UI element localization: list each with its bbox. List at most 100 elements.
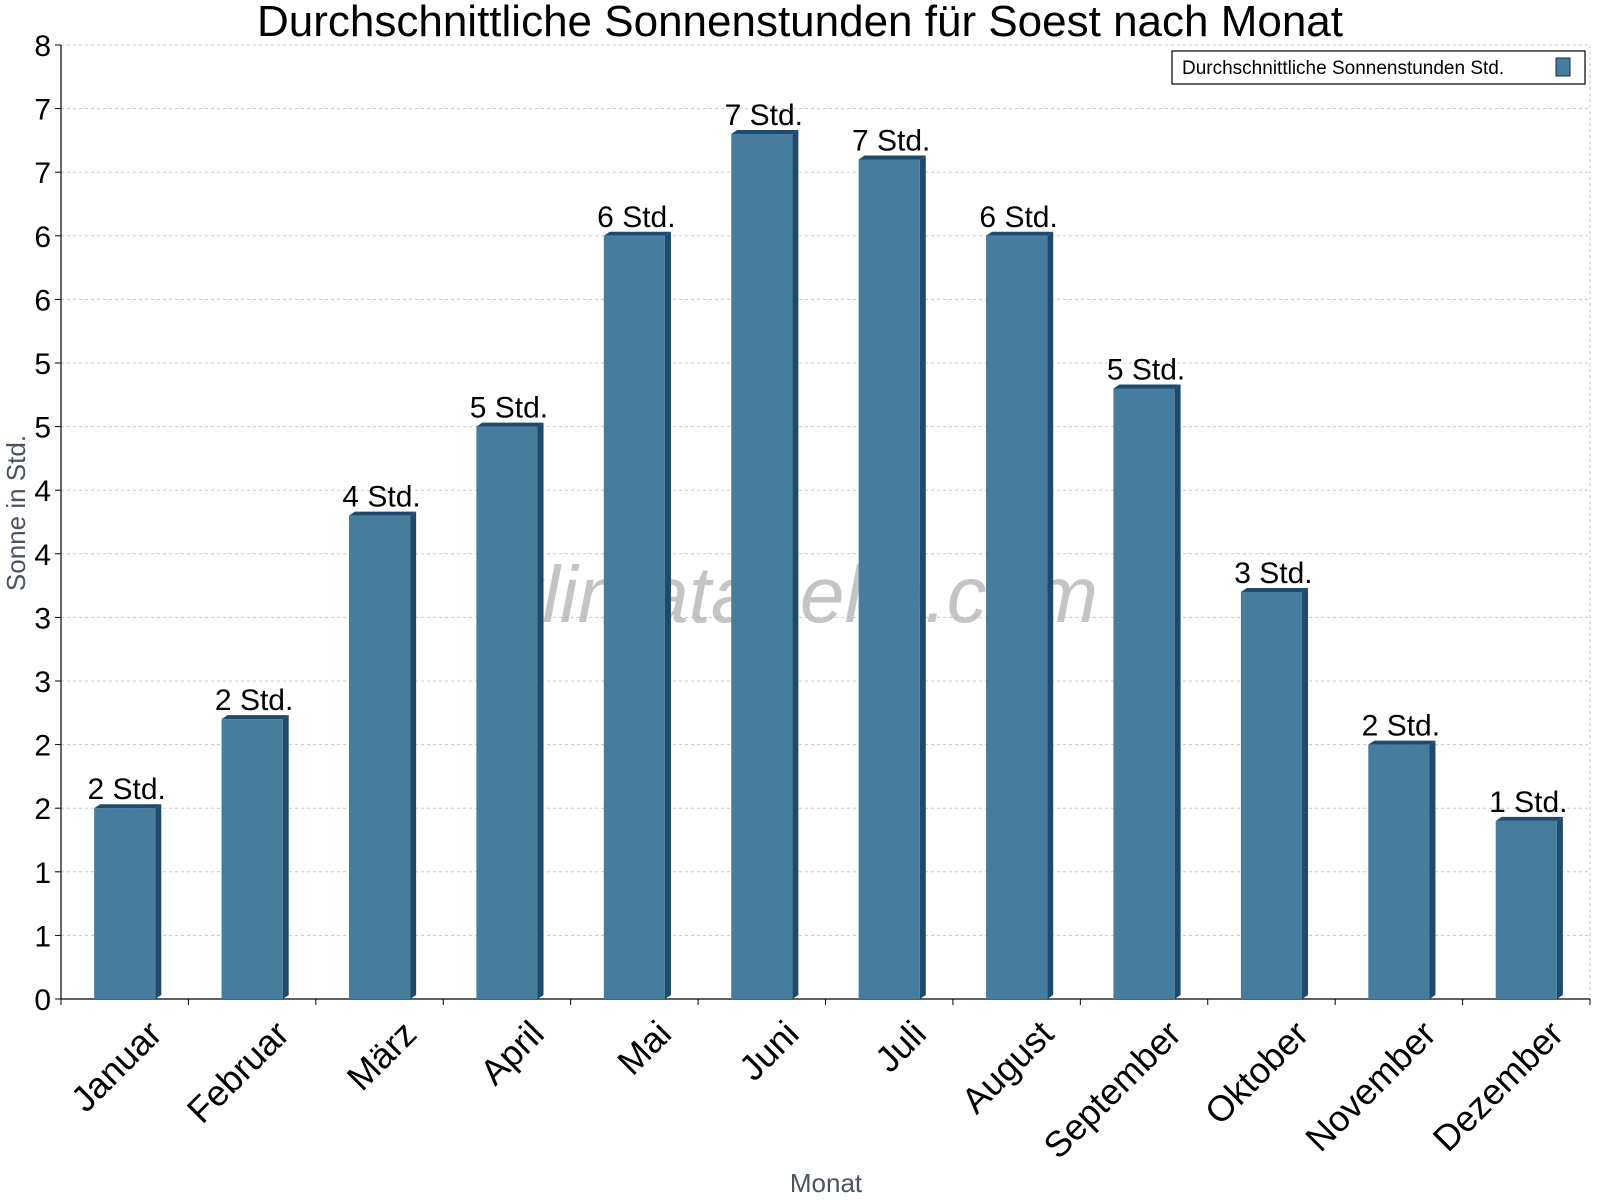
bar-front xyxy=(603,235,665,1000)
bar-side xyxy=(919,155,926,1000)
bar-side xyxy=(155,804,162,999)
bar-front xyxy=(94,808,156,999)
grid xyxy=(61,44,1591,999)
data-label: 2 Std. xyxy=(215,684,293,717)
bar-top xyxy=(1368,740,1436,745)
y-tick-label: 0 xyxy=(34,984,51,1017)
bar-front xyxy=(221,719,283,999)
y-tick-label: 7 xyxy=(34,94,51,127)
bar-front xyxy=(1495,820,1557,999)
bar-side xyxy=(1556,816,1563,999)
x-tick-label: Oktober xyxy=(1197,1013,1317,1133)
data-label: 6 Std. xyxy=(597,201,675,234)
x-tick-label: August xyxy=(953,1013,1061,1121)
bar-side xyxy=(792,130,799,1000)
bar-dezember: 1 Std. xyxy=(1489,786,1567,999)
x-axis-label: Monat xyxy=(790,1168,863,1198)
y-tick-label: 3 xyxy=(34,602,51,635)
data-label: 6 Std. xyxy=(979,201,1057,234)
bar-februar: 2 Std. xyxy=(215,684,293,999)
bar-juli: 7 Std. xyxy=(852,124,930,1000)
bar-top xyxy=(1240,587,1309,592)
y-tick-label: 4 xyxy=(34,539,51,572)
bar-front xyxy=(1113,388,1175,999)
x-tick-label: Januar xyxy=(63,1013,170,1120)
bar-top xyxy=(348,511,417,516)
bar-august: 6 Std. xyxy=(979,201,1058,1000)
x-tick-label: März xyxy=(339,1013,425,1099)
bar-top xyxy=(1495,816,1563,821)
bar-front xyxy=(731,134,793,1000)
y-tick-label: 2 xyxy=(34,730,51,763)
x-tick-label: April xyxy=(472,1013,552,1093)
bar-top xyxy=(476,422,544,427)
x-tick-label: November xyxy=(1297,1013,1443,1159)
bar-top xyxy=(94,804,162,809)
y-tick-label: 1 xyxy=(34,920,51,953)
data-label: 5 Std. xyxy=(470,392,548,425)
data-label: 2 Std. xyxy=(88,773,166,806)
bar-side xyxy=(1174,384,1181,999)
y-tick-label: 6 xyxy=(34,284,51,317)
y-tick-label: 3 xyxy=(34,666,51,699)
bar-top xyxy=(986,231,1054,236)
y-tick-label: 6 xyxy=(34,221,51,254)
bar-front xyxy=(1368,744,1430,999)
x-tick-label: Februar xyxy=(179,1013,297,1131)
y-tick-label: 5 xyxy=(34,348,51,381)
bar-side xyxy=(1302,587,1309,999)
data-label: 2 Std. xyxy=(1362,710,1440,743)
data-label: 7 Std. xyxy=(852,124,930,157)
y-tick-label: 8 xyxy=(34,30,51,63)
legend-swatch xyxy=(1555,57,1571,77)
y-tick-label: 4 xyxy=(34,475,51,508)
x-tick-label: Juli xyxy=(867,1013,934,1080)
bar-mai: 6 Std. xyxy=(597,201,676,1000)
bar-märz: 4 Std. xyxy=(342,481,421,999)
bar-front xyxy=(858,159,920,1000)
bar-april: 5 Std. xyxy=(470,392,548,1000)
bar-front xyxy=(348,515,411,999)
data-label: 1 Std. xyxy=(1489,786,1567,819)
bar-side xyxy=(1429,740,1436,999)
bar-side xyxy=(537,422,544,1000)
bar-front xyxy=(476,426,538,1000)
bar-side xyxy=(1047,231,1054,1000)
data-label: 5 Std. xyxy=(1107,353,1185,386)
y-tick-label: 1 xyxy=(34,857,51,890)
bar-side xyxy=(282,715,289,999)
bar-top xyxy=(603,231,671,236)
x-tick-label: Dezember xyxy=(1425,1013,1571,1159)
y-tick-label: 2 xyxy=(34,793,51,826)
legend: Durchschnittliche Sonnenstunden Std. xyxy=(1171,50,1586,85)
bar-top xyxy=(221,715,289,720)
bar-top xyxy=(731,130,799,135)
bar-side xyxy=(410,511,417,999)
legend-label: Durchschnittliche Sonnenstunden Std. xyxy=(1182,58,1504,79)
data-label: 4 Std. xyxy=(342,481,420,514)
data-label: 3 Std. xyxy=(1234,557,1312,590)
bar-front xyxy=(1240,591,1303,999)
bar-top xyxy=(1113,384,1181,389)
bar-oktober: 3 Std. xyxy=(1234,557,1313,999)
bar-juni: 7 Std. xyxy=(725,99,803,1000)
bar-januar: 2 Std. xyxy=(88,773,166,999)
bar-front xyxy=(986,235,1048,1000)
y-axis-label: Sonne in Std. xyxy=(1,435,31,591)
x-axis: Januar Februar März April Mai Juni Juli AugustS… xyxy=(60,998,1591,1167)
bar-side xyxy=(664,231,671,1000)
chart-title: Durchschnittliche Sonnenstunden für Soes… xyxy=(257,0,1343,46)
bar-november: 2 Std. xyxy=(1362,710,1440,999)
data-label: 7 Std. xyxy=(725,99,803,132)
x-tick-label: Mai xyxy=(609,1013,679,1083)
x-tick-label: Juni xyxy=(731,1013,807,1089)
x-tick-label: September xyxy=(1035,1013,1189,1167)
y-tick-label: 7 xyxy=(34,157,51,190)
bar-september: 5 Std. xyxy=(1107,353,1185,999)
legend-box xyxy=(1171,50,1586,85)
bars: 2 Std. 2 Std. 4 Std. 5 Std. 6 Std. 7 Std. 7 St… xyxy=(88,99,1567,1000)
y-axis: 0 1 1 2 2 3 3 4 4 5 5 6 6 7 7 8 xyxy=(34,30,62,1017)
y-tick-label: 5 xyxy=(34,412,51,445)
bar-top xyxy=(858,155,926,160)
